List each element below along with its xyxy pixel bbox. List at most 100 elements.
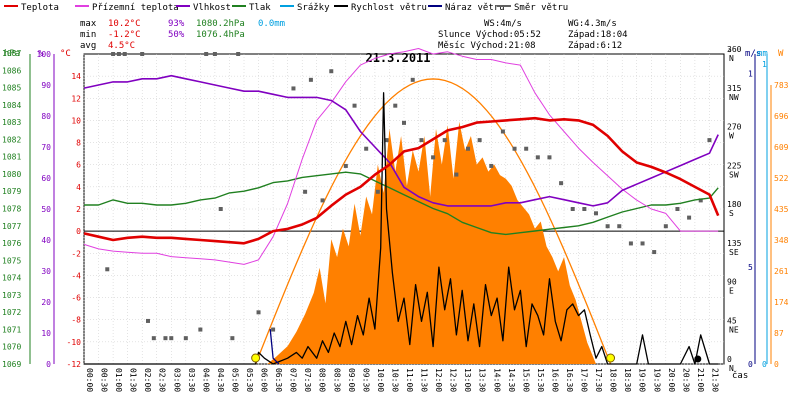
- x-tick-label: 14:00: [492, 368, 501, 392]
- wind-direction-point: [105, 267, 110, 272]
- axis-hpa-tick: 1077: [2, 222, 21, 231]
- axis-temp-tick: 6: [76, 161, 81, 170]
- axis-dir-tick: 0: [727, 355, 732, 364]
- wind-direction-point: [212, 52, 217, 56]
- wind-direction-point: [384, 138, 389, 143]
- axis-hpa-tick: 1082: [2, 135, 21, 144]
- wind-direction-point: [308, 77, 313, 82]
- x-tick-label: 12:00: [434, 368, 443, 392]
- axis-pct-unit: %: [38, 49, 44, 59]
- x-tick-label: 18:00: [609, 368, 618, 392]
- x-tick-label: 16:30: [565, 368, 574, 392]
- stat-max-temp: 10.2°C: [108, 19, 141, 29]
- wind-direction-point: [524, 146, 529, 151]
- wind-direction-point: [605, 224, 610, 229]
- series-teplota: [83, 116, 720, 245]
- x-tick-label: 19:30: [652, 368, 661, 392]
- axis-solar-tick: 0: [774, 360, 779, 369]
- x-tick-label: 17:00: [580, 368, 589, 392]
- axis-hpa-tick: 1079: [2, 187, 21, 196]
- axis-solar-tick: 783: [774, 81, 789, 90]
- x-tick-label: 11:00: [405, 368, 414, 392]
- wind-direction-point: [477, 138, 482, 143]
- stats-block: max 10.2°C 93% 1080.2hPa 0.0mm min -1.2°…: [80, 19, 628, 51]
- axis-temp-tick: 2: [76, 205, 81, 214]
- axis-dir-compass: E: [729, 287, 734, 296]
- wind-direction-point: [500, 129, 505, 134]
- x-tick-label: 01:30: [129, 368, 138, 392]
- axis-dir-unit: °: [727, 49, 732, 59]
- wind-direction-point: [663, 224, 668, 229]
- axis-hpa-tick: 1083: [2, 118, 21, 127]
- wind-direction-point: [320, 198, 325, 203]
- x-tick-label: 07:00: [289, 368, 298, 392]
- axis-mm-unit: mm: [757, 49, 768, 59]
- x-tick-label: 06:30: [274, 368, 283, 392]
- legend-label: Přízemní teplota: [92, 3, 179, 13]
- wind-direction-point: [582, 207, 587, 211]
- axis-pct-tick: 80: [41, 112, 51, 121]
- wind-direction-point: [204, 52, 209, 56]
- axis-pct-tick: 50: [41, 205, 51, 214]
- axis-temp-tick: 0: [76, 227, 81, 236]
- x-tick-label: 01:00: [114, 368, 123, 392]
- axis-pct-tick: 100: [37, 50, 52, 59]
- axis-hpa-tick: 1071: [2, 325, 21, 334]
- x-tick-label: 10:00: [376, 368, 385, 392]
- legend-label: Směr větru: [514, 3, 568, 13]
- wind-direction-point: [271, 327, 276, 332]
- x-tick-label: 07:30: [303, 368, 312, 392]
- axis-temp-tick: -12: [67, 360, 82, 369]
- wind-direction-point: [393, 103, 398, 108]
- x-tick-label: 09:30: [361, 368, 370, 392]
- wind-direction-point: [375, 189, 380, 194]
- x-tick-label: 06:00: [260, 368, 269, 392]
- wind-direction-point: [291, 86, 296, 91]
- axis-hpa-tick: 1074: [2, 274, 21, 283]
- axis-dir-tick: 360: [727, 45, 742, 54]
- axis-hpa-tick: 1087: [2, 49, 21, 58]
- wind-direction-point: [169, 336, 174, 341]
- wind-direction-point: [454, 172, 459, 177]
- wind-direction-point: [256, 310, 261, 315]
- axis-hpa-tick: 1085: [2, 84, 21, 93]
- x-tick-label: 08:00: [318, 368, 327, 392]
- x-tick-label: 16:00: [550, 368, 559, 392]
- wind-direction-point: [146, 318, 150, 323]
- stat-slunce-zapad: Západ:18:04: [568, 30, 628, 40]
- sun-marker-icon: [606, 353, 616, 363]
- series-přízemní-teplota: [83, 48, 719, 265]
- x-tick-label: 02:30: [158, 368, 167, 392]
- wind-direction-point: [419, 138, 424, 143]
- stat-slunce: Slunce Východ:05:52: [438, 30, 541, 40]
- wind-direction-point: [489, 163, 494, 168]
- x-tick-label: 21:00: [696, 368, 705, 392]
- axis-dir-compass: W: [729, 132, 734, 141]
- stat-wg: WG:4.3m/s: [568, 19, 617, 29]
- x-tick-label: 15:00: [521, 368, 530, 392]
- wind-direction-point: [466, 146, 470, 151]
- x-tick-label: 08:30: [332, 368, 341, 392]
- axis-hpa-tick: 1069: [2, 360, 21, 369]
- axis-ms-unit: m/s: [745, 49, 761, 59]
- stat-ws: WS:4m/s: [484, 19, 522, 29]
- axis-pct-tick: 90: [41, 81, 51, 90]
- x-tick-label: 21:30: [710, 368, 719, 392]
- axis-solar-tick: 348: [774, 236, 789, 245]
- axis-temp-tick: 8: [76, 139, 81, 148]
- axis-temp-tick: -4: [71, 271, 81, 280]
- axis-hpa-tick: 1086: [2, 66, 21, 75]
- wind-direction-point: [617, 224, 622, 229]
- wind-direction-point: [303, 189, 308, 194]
- stat-avg-label: avg: [80, 41, 96, 51]
- stat-min-hum: 50%: [168, 30, 185, 40]
- x-tick-label: 03:30: [187, 368, 196, 392]
- axis-hpa-tick: 1072: [2, 308, 21, 317]
- x-tick-label: 04:30: [216, 368, 225, 392]
- wind-direction-point: [402, 120, 406, 125]
- x-tick-label: 13:00: [463, 368, 472, 392]
- axes: 00:00 00:30 01:00 01:30 02:00 02:30 03:00 03:30…: [2, 45, 789, 392]
- axis-solar-tick: 174: [774, 298, 789, 307]
- axis-dir-tick: 90: [727, 278, 737, 287]
- legend-label: Teplota: [21, 3, 59, 13]
